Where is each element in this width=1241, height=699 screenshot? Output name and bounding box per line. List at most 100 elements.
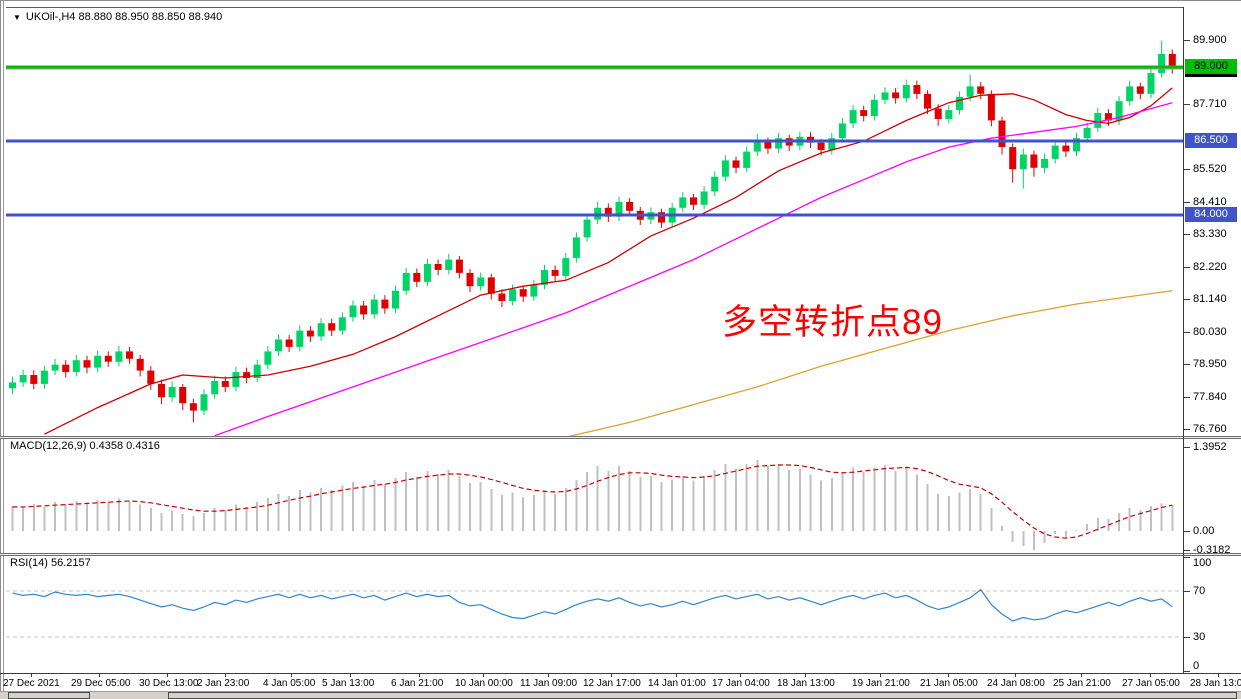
candle (870, 99, 878, 117)
candle (690, 197, 697, 205)
candle (1073, 138, 1080, 152)
candle (1126, 86, 1134, 102)
ma-mid-line (214, 102, 1173, 436)
candle (147, 370, 155, 384)
candle (200, 394, 208, 411)
candle (434, 264, 442, 270)
level-price-tag: 84.000 (1185, 207, 1237, 222)
candle (466, 272, 474, 287)
candle (1062, 145, 1070, 152)
time-axis-tick (31, 674, 32, 677)
candle (828, 138, 836, 150)
price-axis[interactable]: 89.900 87.710 85.520 84.410 83.330 82.220 81.1… (1183, 0, 1241, 699)
rsi-panel[interactable]: RSI(14) 56.2157 (6, 556, 1183, 673)
rsi-axis-label: 30 (1193, 631, 1206, 644)
candle (424, 264, 431, 282)
candlestick-chart (6, 40, 1183, 436)
horizontal-scrollbar[interactable] (0, 691, 1241, 699)
candle (1030, 154, 1038, 168)
time-axis-label: 29 Dec 05:00 (71, 678, 131, 689)
symbol-info: ▼ UKOil-,H4 88.880 88.950 88.850 88.940 (13, 11, 222, 23)
candle (413, 272, 421, 282)
candle (94, 355, 102, 368)
time-axis-label: 12 Jan 17:00 (583, 678, 641, 689)
time-axis-tick (1150, 674, 1151, 677)
time-axis-label: 24 Jan 08:00 (987, 678, 1045, 689)
candle (1051, 145, 1059, 159)
chart-annotation[interactable]: 多空转折点89 (722, 303, 943, 342)
candle (232, 372, 240, 387)
candle (168, 386, 176, 398)
macd-panel[interactable]: MACD(12,26,9) 0.4358 0.4316 (6, 439, 1183, 553)
candle (572, 237, 580, 259)
axis-tick-mark (1184, 447, 1190, 448)
candle (924, 93, 931, 109)
time-axis-tick (548, 674, 549, 677)
candle (509, 289, 517, 301)
candle (934, 108, 942, 119)
candle (445, 259, 453, 270)
candle (1104, 113, 1112, 121)
axis-tick-mark (1184, 429, 1190, 430)
time-axis-tick (611, 674, 612, 677)
time-axis-tick (167, 674, 168, 677)
candle (658, 212, 665, 223)
axis-tick-mark (1184, 267, 1190, 268)
time-axis-tick (948, 674, 949, 677)
candle (349, 305, 357, 318)
candle (306, 330, 314, 337)
candle (487, 277, 495, 294)
candle (189, 403, 197, 411)
macd-label: MACD(12,26,9) 0.4358 0.4316 (10, 440, 160, 452)
panel-separator[interactable] (0, 436, 1241, 439)
time-axis-label: 25 Jan 21:00 (1053, 678, 1111, 689)
rsi-line (12, 588, 1173, 622)
level-price-tag: 89.000 (1185, 59, 1237, 74)
panel-separator[interactable] (0, 553, 1241, 556)
time-axis-label: 18 Jan 13:00 (777, 678, 835, 689)
candle (83, 360, 91, 368)
time-axis-label: 30 Dec 13:00 (139, 678, 199, 689)
candle (296, 330, 304, 347)
candle (1147, 73, 1155, 94)
ma-fast-line (44, 87, 1173, 435)
candle (604, 207, 612, 217)
candle (902, 85, 910, 99)
level-price-tag: 86.500 (1185, 133, 1237, 148)
window-border-left-inner (3, 0, 4, 699)
candle (1115, 101, 1123, 121)
time-axis-label: 10 Jan 00:00 (455, 678, 513, 689)
symbol-dropdown-icon[interactable]: ▼ (13, 12, 21, 22)
scrollbar-range[interactable] (168, 692, 1237, 699)
candle (243, 372, 251, 378)
candle (221, 381, 229, 387)
macd-chart (11, 460, 1174, 551)
candle (381, 299, 389, 309)
price-chart-panel[interactable]: ▼ UKOil-,H4 88.880 88.950 88.850 88.940 … (6, 7, 1183, 436)
candle (998, 120, 1006, 148)
candle (1136, 86, 1144, 94)
axis-tick-mark (1184, 364, 1190, 365)
candle (285, 339, 293, 347)
scrollbar-thumb[interactable] (8, 692, 90, 699)
candle (72, 360, 80, 372)
candle (9, 382, 16, 389)
time-axis[interactable]: 27 Dec 2021 29 Dec 05:00 30 Dec 13:00 2 Jan… (0, 673, 1241, 691)
window-border-top (0, 0, 1241, 1)
axis-tick-mark (1184, 169, 1190, 170)
axis-tick-mark (1184, 234, 1190, 235)
time-axis-tick (1015, 674, 1016, 677)
candle (392, 290, 399, 309)
candle (679, 197, 687, 208)
time-axis-tick (483, 674, 484, 677)
axis-tick-mark (1184, 557, 1190, 558)
price-axis-label: 81.140 (1193, 292, 1227, 305)
candle (1168, 53, 1176, 69)
axis-tick-mark (1184, 531, 1190, 532)
candle (19, 375, 27, 383)
time-axis-label: 27 Jan 05:00 (1122, 678, 1180, 689)
candle (360, 305, 368, 315)
time-axis-tick (419, 674, 420, 677)
time-axis-tick (1218, 674, 1219, 677)
candle (498, 293, 506, 301)
